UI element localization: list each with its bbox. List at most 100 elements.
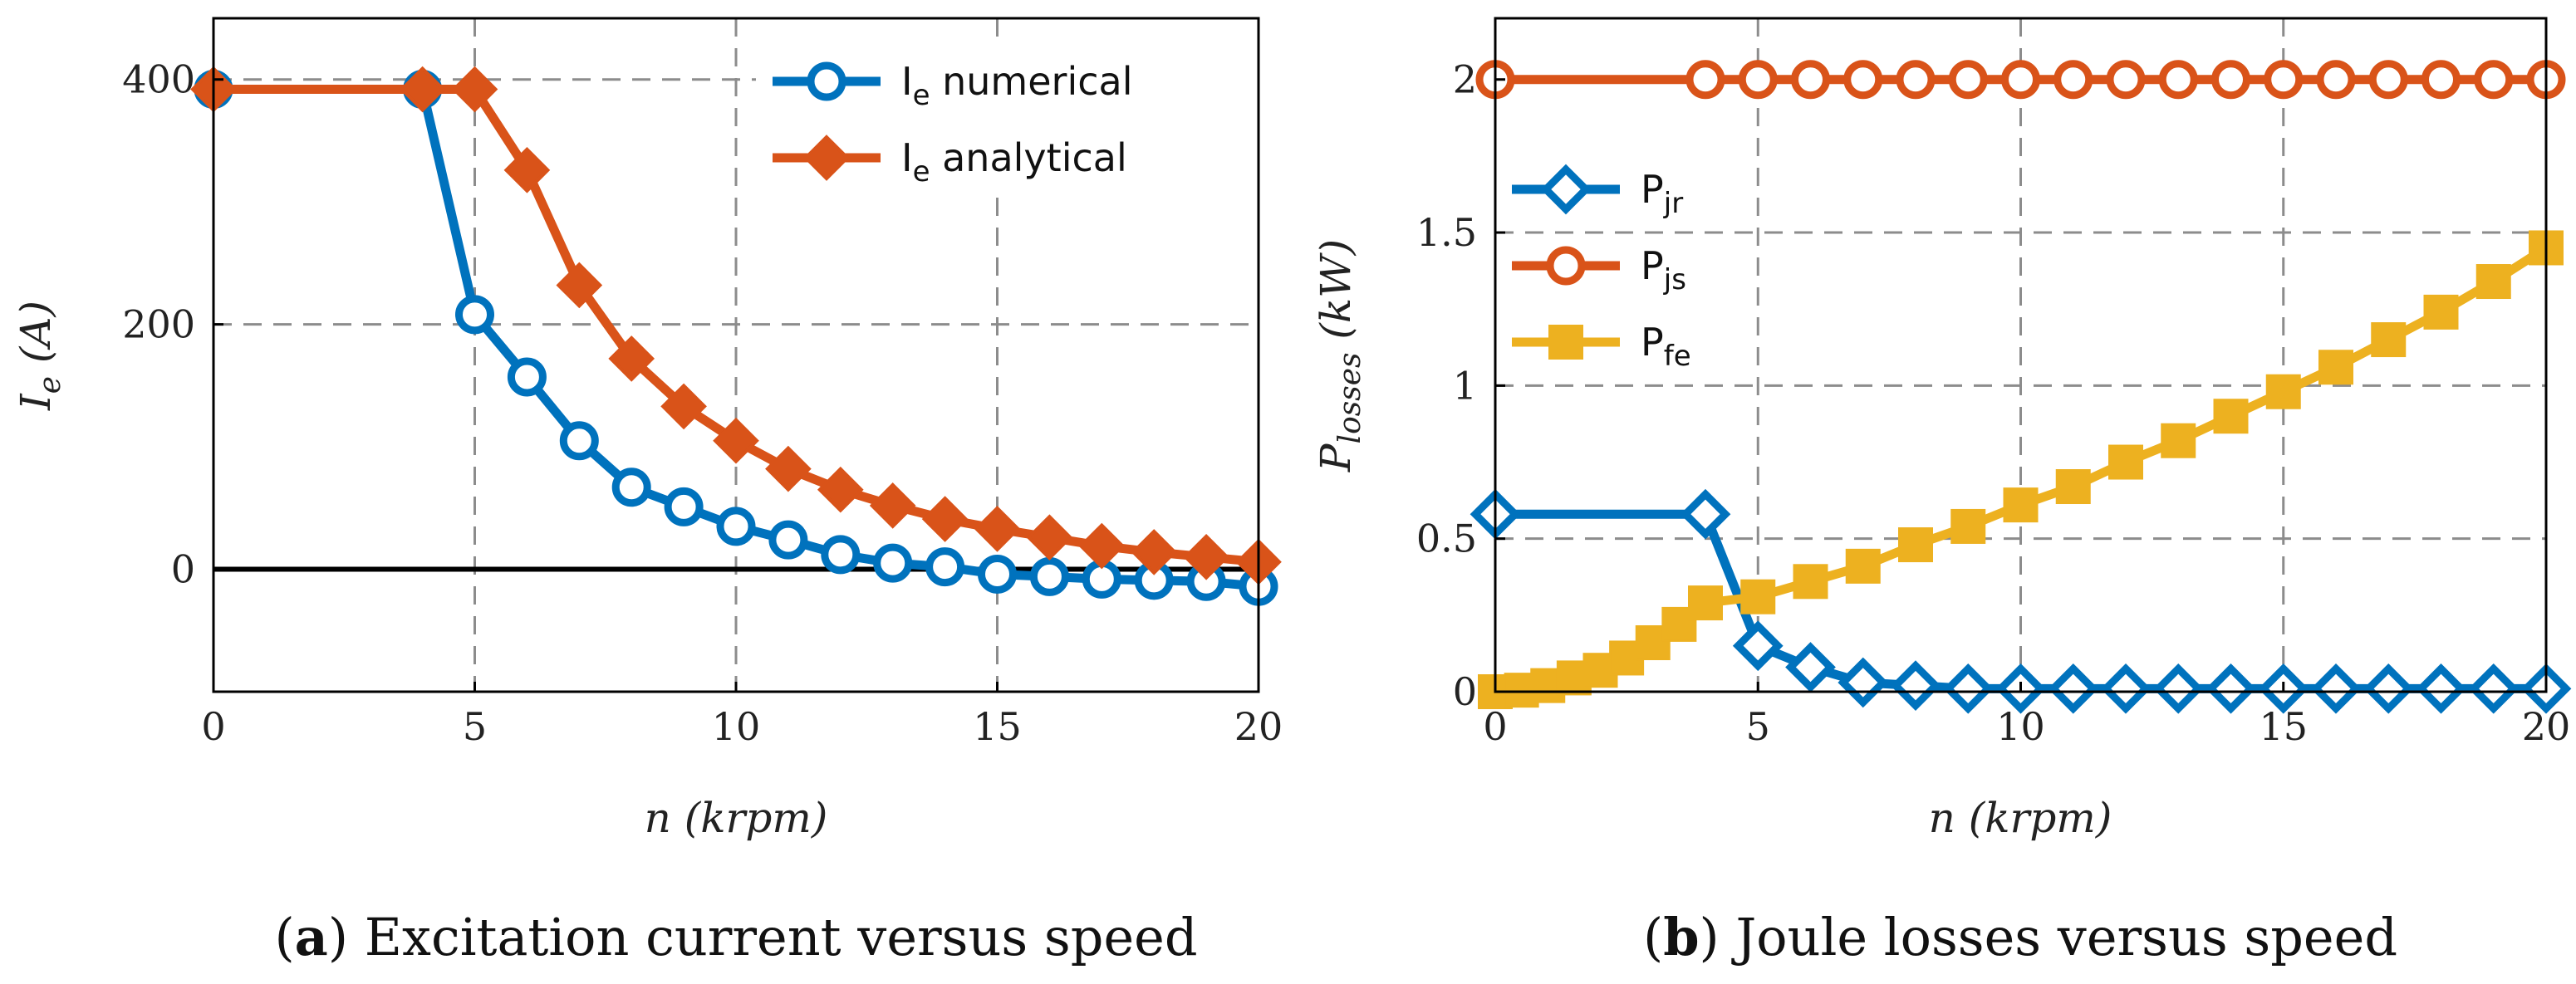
caption: (a) Excitation current versus speed — [274, 907, 1197, 967]
data-point — [556, 262, 603, 309]
data-point — [1843, 60, 1883, 100]
data-point — [2316, 60, 2356, 100]
x-tick-label: 15 — [973, 704, 1022, 749]
legend-marker — [1548, 325, 1583, 360]
data-point — [2371, 322, 2407, 358]
data-point — [1898, 527, 1933, 563]
data-point — [2363, 663, 2414, 714]
data-point — [1688, 585, 1723, 621]
data-point — [559, 421, 599, 461]
y-axis-label-main: P — [1312, 443, 1360, 472]
data-point — [2003, 487, 2039, 523]
data-point — [660, 383, 707, 430]
y-tick-label: 0 — [1453, 669, 1477, 714]
series-pfe — [1478, 230, 2564, 709]
data-point — [2474, 60, 2514, 100]
data-point — [611, 468, 651, 507]
data-point — [2421, 60, 2461, 100]
data-point — [1785, 642, 1836, 693]
data-point — [1896, 60, 1936, 100]
data-point — [1680, 488, 1731, 540]
y-tick-label: 400 — [122, 57, 195, 102]
legend-label-sub: js — [1663, 263, 1686, 296]
caption-text: Joule losses versus speed — [1730, 907, 2397, 967]
data-point — [713, 417, 759, 464]
data-point — [925, 547, 965, 587]
data-point — [455, 295, 494, 335]
legend-marker — [803, 135, 850, 181]
data-point — [869, 482, 916, 529]
data-point — [451, 66, 498, 113]
data-point — [873, 543, 913, 583]
data-point — [2213, 399, 2249, 434]
legend-label-rest: numerical — [930, 59, 1133, 104]
y-tick-label: 0.5 — [1416, 516, 1477, 561]
legend-marker — [1540, 164, 1592, 215]
caption-close: ) — [1700, 907, 1736, 967]
y-tick-label: 1 — [1453, 363, 1477, 408]
data-point — [1948, 60, 1988, 100]
data-point — [2055, 469, 2091, 505]
legend-label: Pjs — [1641, 243, 1686, 296]
data-point — [2211, 60, 2250, 100]
x-tick-label: 0 — [201, 704, 225, 749]
data-point — [1635, 625, 1671, 661]
x-tick-label: 5 — [1746, 704, 1770, 749]
data-point — [2475, 264, 2511, 300]
y-tick-label: 0 — [171, 547, 195, 592]
data-point — [1845, 548, 1881, 584]
x-tick-label: 20 — [1234, 704, 1283, 749]
y-axis-label-unit: (A) — [12, 301, 60, 376]
data-point — [2265, 374, 2301, 409]
data-point — [1791, 60, 1830, 100]
data-point — [1838, 657, 1889, 708]
legend-label-main: P — [1641, 243, 1664, 288]
caption-close: ) — [328, 907, 365, 967]
data-point — [2001, 60, 2040, 100]
y-axis-label: Ie (A) — [12, 301, 67, 411]
y-tick-label: 200 — [122, 302, 195, 347]
data-point — [2310, 663, 2362, 714]
y-axis-label-unit: (kW) — [1312, 239, 1360, 353]
y-axis-label-main: I — [12, 393, 60, 411]
data-point — [2318, 350, 2353, 385]
legend-label: Ie numerical — [901, 59, 1133, 112]
data-point — [2108, 444, 2143, 480]
data-point — [978, 554, 1017, 594]
data-point — [921, 496, 969, 542]
x-axis-label: n (krpm) — [1929, 794, 2112, 842]
caption-label: a — [295, 907, 328, 967]
legend-label-sub: e — [913, 79, 930, 112]
data-point — [2053, 60, 2093, 100]
x-tick-label: 5 — [463, 704, 487, 749]
caption-open: ( — [274, 907, 294, 967]
legend-label-sub: fe — [1664, 340, 1691, 373]
legend-label-rest: analytical — [930, 135, 1127, 180]
data-point — [768, 520, 808, 560]
y-tick-label: 2 — [1453, 57, 1477, 102]
data-point — [2158, 60, 2198, 100]
data-point — [507, 357, 547, 397]
data-point — [2423, 294, 2459, 330]
data-point — [2368, 60, 2408, 100]
legend-label-main: I — [901, 135, 913, 180]
legend-label-main: P — [1641, 167, 1664, 212]
legend-label: Pfe — [1641, 320, 1691, 373]
legend-label-main: P — [1641, 320, 1664, 365]
legend-label: Ie analytical — [901, 135, 1127, 188]
data-point — [1732, 620, 1784, 672]
x-tick-label: 20 — [2522, 704, 2571, 749]
data-point — [1685, 60, 1725, 100]
data-point — [716, 507, 756, 546]
data-point — [1183, 533, 1229, 580]
data-point — [1738, 60, 1778, 100]
x-axis-label: n (krpm) — [645, 794, 828, 842]
data-point — [2161, 423, 2196, 458]
data-point — [821, 535, 861, 575]
data-point — [974, 506, 1021, 552]
legend-label: Pjr — [1641, 167, 1683, 220]
data-point — [1026, 514, 1073, 561]
